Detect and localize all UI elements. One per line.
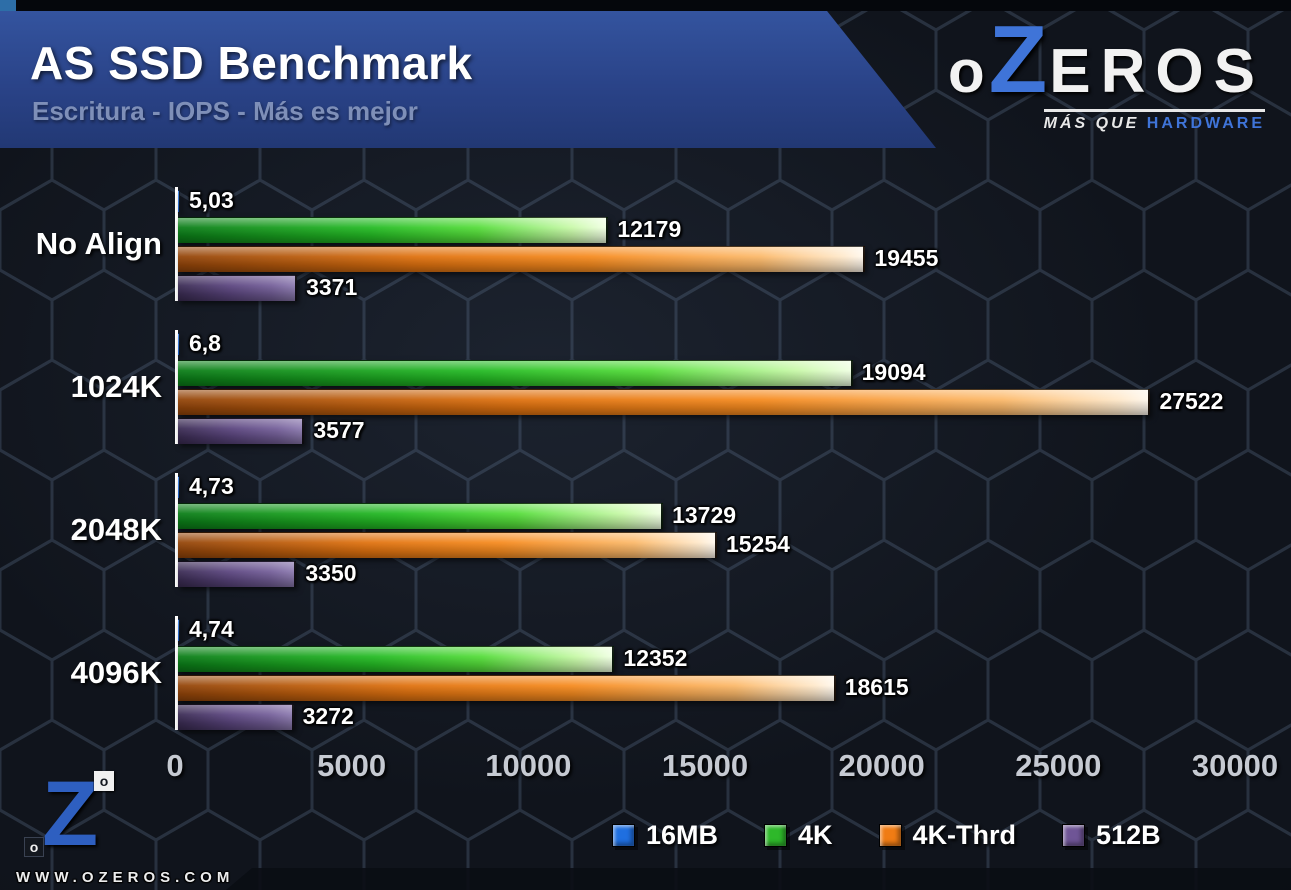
bar-512b (178, 417, 305, 444)
bar-row: 4,73 (178, 473, 1235, 500)
legend-item-512b: 512B (1062, 820, 1161, 851)
logo-tagline-plain: MÁS QUE (1043, 115, 1140, 132)
bar-value-label: 3350 (305, 560, 357, 586)
bar-16mb (178, 475, 180, 498)
logo-tagline: MÁS QUE HARDWARE (1043, 109, 1265, 133)
bar-value-label: 5,03 (189, 187, 234, 213)
bar-value-label: 18615 (844, 674, 909, 700)
bar-row: 18615 (178, 674, 1235, 701)
bar-value-label: 27522 (1159, 388, 1224, 414)
bar-512b (178, 560, 297, 587)
bar-rows: 4,73 13729 15254 3350 (175, 473, 1235, 587)
x-tick-label: 20000 (838, 748, 925, 783)
legend-item-4k: 4K (764, 820, 833, 851)
bar-row: 3272 (178, 703, 1235, 730)
bar-rows: 6,8 19094 27522 3577 (175, 330, 1235, 444)
bar-value-label: 3371 (306, 274, 358, 300)
bar-row: 4,74 (178, 616, 1235, 643)
bar-4k-thrd (178, 674, 836, 701)
bar-row: 19094 (178, 359, 1235, 386)
bar-row: 19455 (178, 245, 1235, 272)
bar-row: 13729 (178, 502, 1235, 529)
chart-legend: 16MB 4K 4K-Thrd 512B (612, 820, 1161, 851)
x-tick-label: 30000 (1191, 748, 1279, 783)
bar-value-label: 12179 (617, 216, 682, 242)
bar-rows: 4,74 12352 18615 3272 (175, 616, 1235, 730)
bar-row: 12179 (178, 216, 1235, 243)
bar-16mb (178, 618, 180, 641)
legend-swatch-512b (1062, 824, 1086, 847)
ozeros-logo: o Z EROS MÁS QUE HARDWARE (947, 6, 1265, 133)
bar-row: 12352 (178, 645, 1235, 672)
bar-16mb (178, 189, 180, 212)
top-black-strip (0, 0, 1291, 11)
bar-4k (178, 216, 609, 243)
footer-square-top: o (94, 771, 114, 791)
x-tick-label: 10000 (485, 748, 572, 783)
footer-square-bottom: o (24, 837, 44, 857)
bar-group: No Align 5,03 12179 19455 3371 (36, 187, 1235, 301)
x-tick-label: 5000 (317, 748, 387, 783)
website-url: WWW.OZEROS.COM (16, 869, 235, 886)
bar-4k (178, 359, 853, 386)
ozeros-wordmark: o Z EROS (947, 6, 1265, 113)
category-label: No Align (35, 226, 162, 261)
bar-row: 27522 (178, 388, 1235, 415)
bar-group: 2048K 4,73 13729 15254 3350 (71, 473, 1235, 587)
bar-group: 4096K 4,74 12352 18615 3272 (71, 616, 1235, 730)
x-tick-label: 15000 (661, 748, 749, 783)
bar-chart: No Align 5,03 12179 19455 3371 1024K 6,8 19094 2… (36, 187, 1235, 759)
legend-item-4k-thrd: 4K-Thrd (878, 820, 1017, 851)
legend-item-16mb: 16MB (612, 820, 718, 851)
bar-value-label: 13729 (672, 502, 737, 528)
bar-4k (178, 645, 615, 672)
bar-16mb (178, 332, 180, 355)
bar-value-label: 3577 (313, 417, 365, 443)
bar-512b (178, 274, 298, 301)
bar-row: 3371 (178, 274, 1235, 301)
logo-letters-eros: EROS (1049, 37, 1265, 106)
legend-label: 512B (1096, 820, 1161, 850)
bar-value-label: 19455 (874, 245, 939, 271)
legend-label: 4K-Thrd (912, 820, 1017, 850)
legend-swatch-4k (764, 824, 788, 847)
bar-4k-thrd (178, 531, 717, 558)
bar-value-label: 4,73 (189, 473, 234, 499)
category-label: 2048K (70, 512, 162, 547)
footer-z-mark: Z o o (16, 763, 136, 867)
top-left-accent (0, 0, 16, 11)
bar-row: 5,03 (178, 187, 1235, 214)
bottom-dark-strip (226, 868, 1291, 890)
bar-4k-thrd (178, 388, 1151, 415)
bar-value-label: 6,8 (189, 330, 221, 356)
bar-row: 6,8 (178, 330, 1235, 357)
legend-swatch-16mb (612, 824, 635, 847)
category-label: 4096K (70, 655, 162, 690)
category-label: 1024K (70, 369, 162, 404)
bar-4k (178, 502, 664, 529)
bar-value-label: 19094 (861, 359, 926, 385)
bar-512b (178, 703, 294, 730)
bar-rows: 5,03 12179 19455 3371 (175, 187, 1235, 301)
bar-4k-thrd (178, 245, 866, 272)
bar-value-label: 12352 (623, 645, 688, 671)
bar-value-label: 15254 (725, 531, 790, 557)
bar-group: 1024K 6,8 19094 27522 3577 (71, 330, 1235, 444)
logo-letter-z: Z (988, 6, 1048, 113)
bar-value-label: 4,74 (189, 616, 234, 642)
x-tick-label: 25000 (1015, 748, 1102, 783)
footer-z-letter: Z (42, 763, 99, 865)
legend-label: 16MB (646, 820, 719, 850)
logo-letter-o: o (947, 38, 987, 105)
bar-value-label: 3272 (302, 703, 354, 729)
legend-label: 4K (798, 820, 833, 850)
bar-row: 3350 (178, 560, 1235, 587)
logo-tagline-accent: HARDWARE (1146, 115, 1265, 132)
footer-ozeros-logo: Z o o WWW.OZEROS.COM (16, 763, 235, 886)
bar-row: 15254 (178, 531, 1235, 558)
x-axis: 0 5000 10000 15000 20000 25000 30000 (166, 748, 1278, 788)
legend-swatch-4k-thrd (878, 824, 902, 847)
bar-row: 3577 (178, 417, 1235, 444)
